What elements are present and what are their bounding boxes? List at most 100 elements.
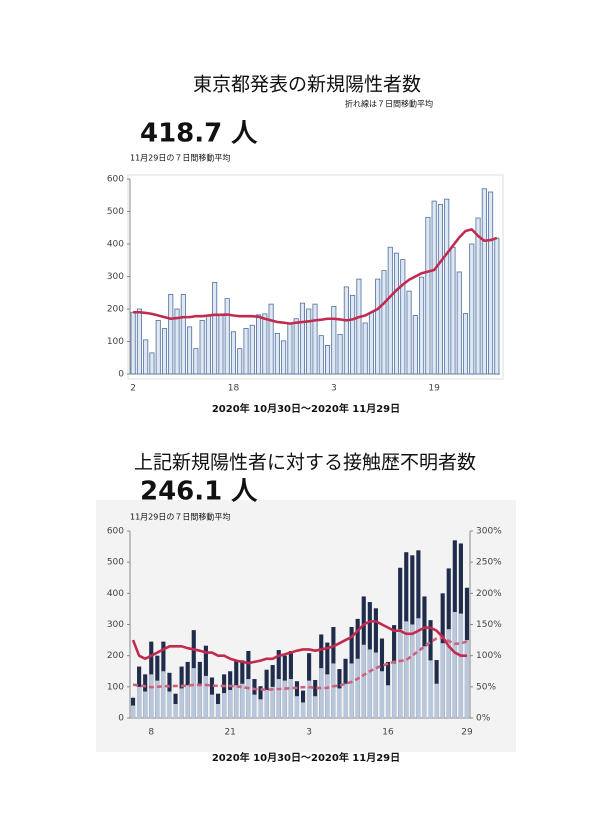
bar xyxy=(355,658,360,718)
y-tick-label: 100 xyxy=(107,682,124,692)
bar xyxy=(252,694,257,718)
bar xyxy=(130,311,136,375)
bar xyxy=(174,308,180,375)
bar xyxy=(381,270,387,375)
y-tick-label: 400 xyxy=(107,240,124,250)
bar xyxy=(161,328,168,375)
bar xyxy=(155,680,160,718)
bar xyxy=(412,315,418,375)
bar xyxy=(149,674,154,718)
bar xyxy=(149,352,155,375)
bar xyxy=(143,339,149,375)
x-tick-label: 8 xyxy=(148,728,154,738)
bar xyxy=(373,652,378,718)
bar xyxy=(325,344,331,375)
bar xyxy=(299,302,305,375)
bar xyxy=(361,644,366,718)
bar xyxy=(437,203,443,375)
x-tick-label: 18 xyxy=(228,384,240,394)
bar xyxy=(180,293,186,375)
bar xyxy=(440,643,445,718)
bar xyxy=(481,188,487,375)
bar xyxy=(450,246,456,375)
bar xyxy=(392,663,397,718)
bar xyxy=(375,278,381,375)
bar xyxy=(319,668,324,718)
x-tick-label: 16 xyxy=(382,728,394,738)
bar xyxy=(458,613,463,718)
y-tick-label: 500 xyxy=(107,558,124,568)
chart-title: 東京都発表の新規陽性者数 xyxy=(193,74,421,96)
bar xyxy=(331,663,336,718)
bar xyxy=(294,696,300,718)
bar xyxy=(256,314,262,375)
bar xyxy=(209,694,215,718)
y2-tick-label: 200% xyxy=(476,589,502,599)
bar xyxy=(428,660,433,718)
bar xyxy=(494,237,500,375)
bar xyxy=(281,340,287,375)
bar xyxy=(307,680,312,718)
bar xyxy=(218,315,224,375)
y2-tick-label: 50% xyxy=(476,682,496,692)
bar xyxy=(228,689,233,718)
y2-tick-label: 100% xyxy=(476,651,502,661)
bar xyxy=(462,313,469,375)
headline-note: 11月29日の７日間移動平均 xyxy=(130,153,230,163)
bar xyxy=(312,303,318,375)
x-tick-label: 19 xyxy=(428,384,440,394)
bar xyxy=(262,313,268,375)
bar xyxy=(349,663,354,718)
bar xyxy=(167,691,172,718)
bar xyxy=(306,308,312,375)
y-tick-label: 400 xyxy=(107,589,124,599)
y-tick-label: 600 xyxy=(107,527,124,537)
bar xyxy=(230,331,237,375)
x-tick-label: 3 xyxy=(306,728,312,738)
line xyxy=(133,228,498,325)
y-tick-label: 0 xyxy=(118,370,124,380)
note: 折れ線は７日間移動平均 xyxy=(345,99,433,109)
bar xyxy=(249,324,255,375)
bar xyxy=(464,640,470,718)
y-tick-label: 200 xyxy=(107,305,124,315)
bar xyxy=(224,298,230,375)
y-tick-label: 300 xyxy=(107,620,124,630)
y-tick-label: 100 xyxy=(107,337,124,347)
bar xyxy=(191,668,196,718)
bar xyxy=(469,243,475,375)
bar xyxy=(446,629,451,718)
bar xyxy=(400,259,406,375)
y-tick-label: 0 xyxy=(118,714,124,724)
bar xyxy=(393,252,400,375)
x-tick-label: 29 xyxy=(461,728,473,738)
bar xyxy=(362,322,368,375)
bar xyxy=(300,702,306,718)
bar xyxy=(422,646,427,718)
bar xyxy=(168,293,174,375)
bar xyxy=(431,200,437,375)
bar xyxy=(475,217,481,375)
bar xyxy=(287,323,293,375)
bar xyxy=(293,318,299,375)
bar xyxy=(215,703,221,718)
y-tick-label: 500 xyxy=(107,207,124,217)
bar xyxy=(173,703,178,718)
headline: 246.1 人 xyxy=(140,477,258,507)
bar xyxy=(337,333,343,375)
bar xyxy=(379,671,385,718)
bar xyxy=(143,691,148,718)
bar xyxy=(313,696,318,718)
bar xyxy=(187,326,193,375)
bar xyxy=(243,328,249,375)
bar xyxy=(155,319,161,375)
bar xyxy=(274,332,280,375)
bar xyxy=(410,624,415,718)
chart-title: 上記新規陽性者に対する接触歴不明者数 xyxy=(134,452,476,474)
bar xyxy=(237,348,243,375)
x-tick-label: 2 xyxy=(130,384,136,394)
bar xyxy=(325,674,330,718)
bar xyxy=(488,191,494,375)
bar xyxy=(193,348,199,375)
